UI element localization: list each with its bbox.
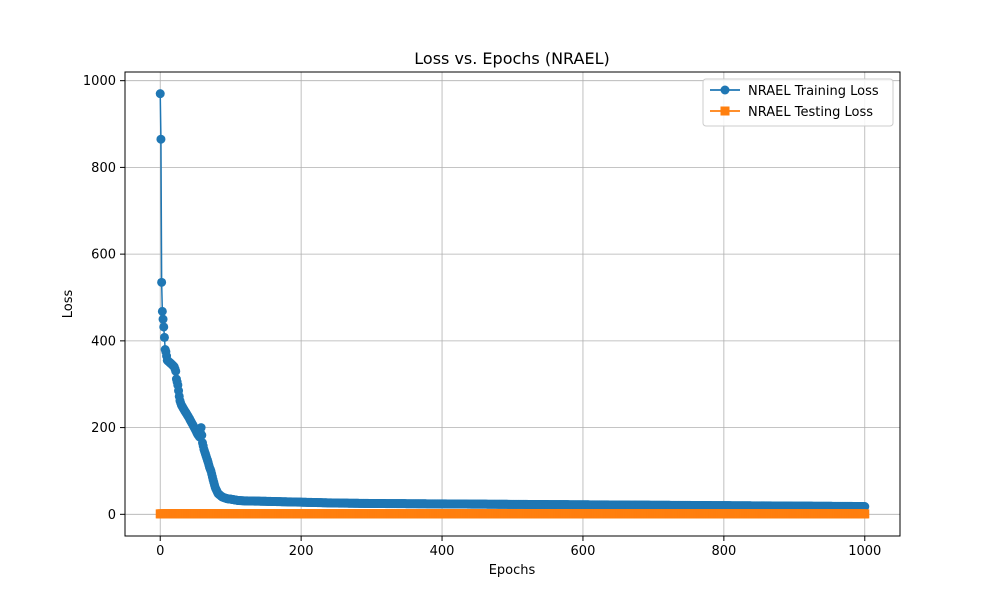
legend-marker-training <box>720 85 730 95</box>
x-tick-label: 200 <box>289 544 314 559</box>
data-point <box>860 509 870 519</box>
y-tick-label: 600 <box>91 248 116 263</box>
x-tick-label: 1000 <box>848 544 881 559</box>
y-tick-label: 1000 <box>83 74 116 89</box>
legend-label-training: NRAEL Training Loss <box>748 84 879 99</box>
x-tick-label: 800 <box>711 544 736 559</box>
y-tick-label: 0 <box>108 508 116 523</box>
series-testing <box>155 509 870 519</box>
y-tick-label: 400 <box>91 334 116 349</box>
data-point <box>159 322 169 332</box>
y-tick-label: 200 <box>91 421 116 436</box>
y-tick-label: 800 <box>91 161 116 176</box>
x-tick-label: 400 <box>430 544 455 559</box>
data-point <box>158 314 168 324</box>
series-line <box>159 93 865 508</box>
legend-label-testing: NRAEL Testing Loss <box>748 105 873 120</box>
data-point <box>157 306 167 316</box>
data-point <box>159 332 169 342</box>
chart-title: Loss vs. Epochs (NRAEL) <box>414 49 609 68</box>
x-axis-label: Epochs <box>489 563 536 578</box>
data-point <box>171 366 181 376</box>
legend-box <box>702 78 894 127</box>
data-point <box>860 502 870 512</box>
legend: NRAEL Training Loss NRAEL Testing Loss <box>702 78 894 127</box>
y-axis-label: Loss <box>61 290 76 319</box>
data-point <box>197 430 207 440</box>
data-point <box>155 89 165 99</box>
plot-area-frame <box>124 71 901 537</box>
legend-marker-testing <box>720 106 730 116</box>
x-tick-label: 600 <box>571 544 596 559</box>
series-training <box>155 89 870 512</box>
x-tick-label: 0 <box>156 544 164 559</box>
data-point <box>157 277 167 287</box>
data-point <box>196 423 206 433</box>
data-point <box>156 134 166 144</box>
